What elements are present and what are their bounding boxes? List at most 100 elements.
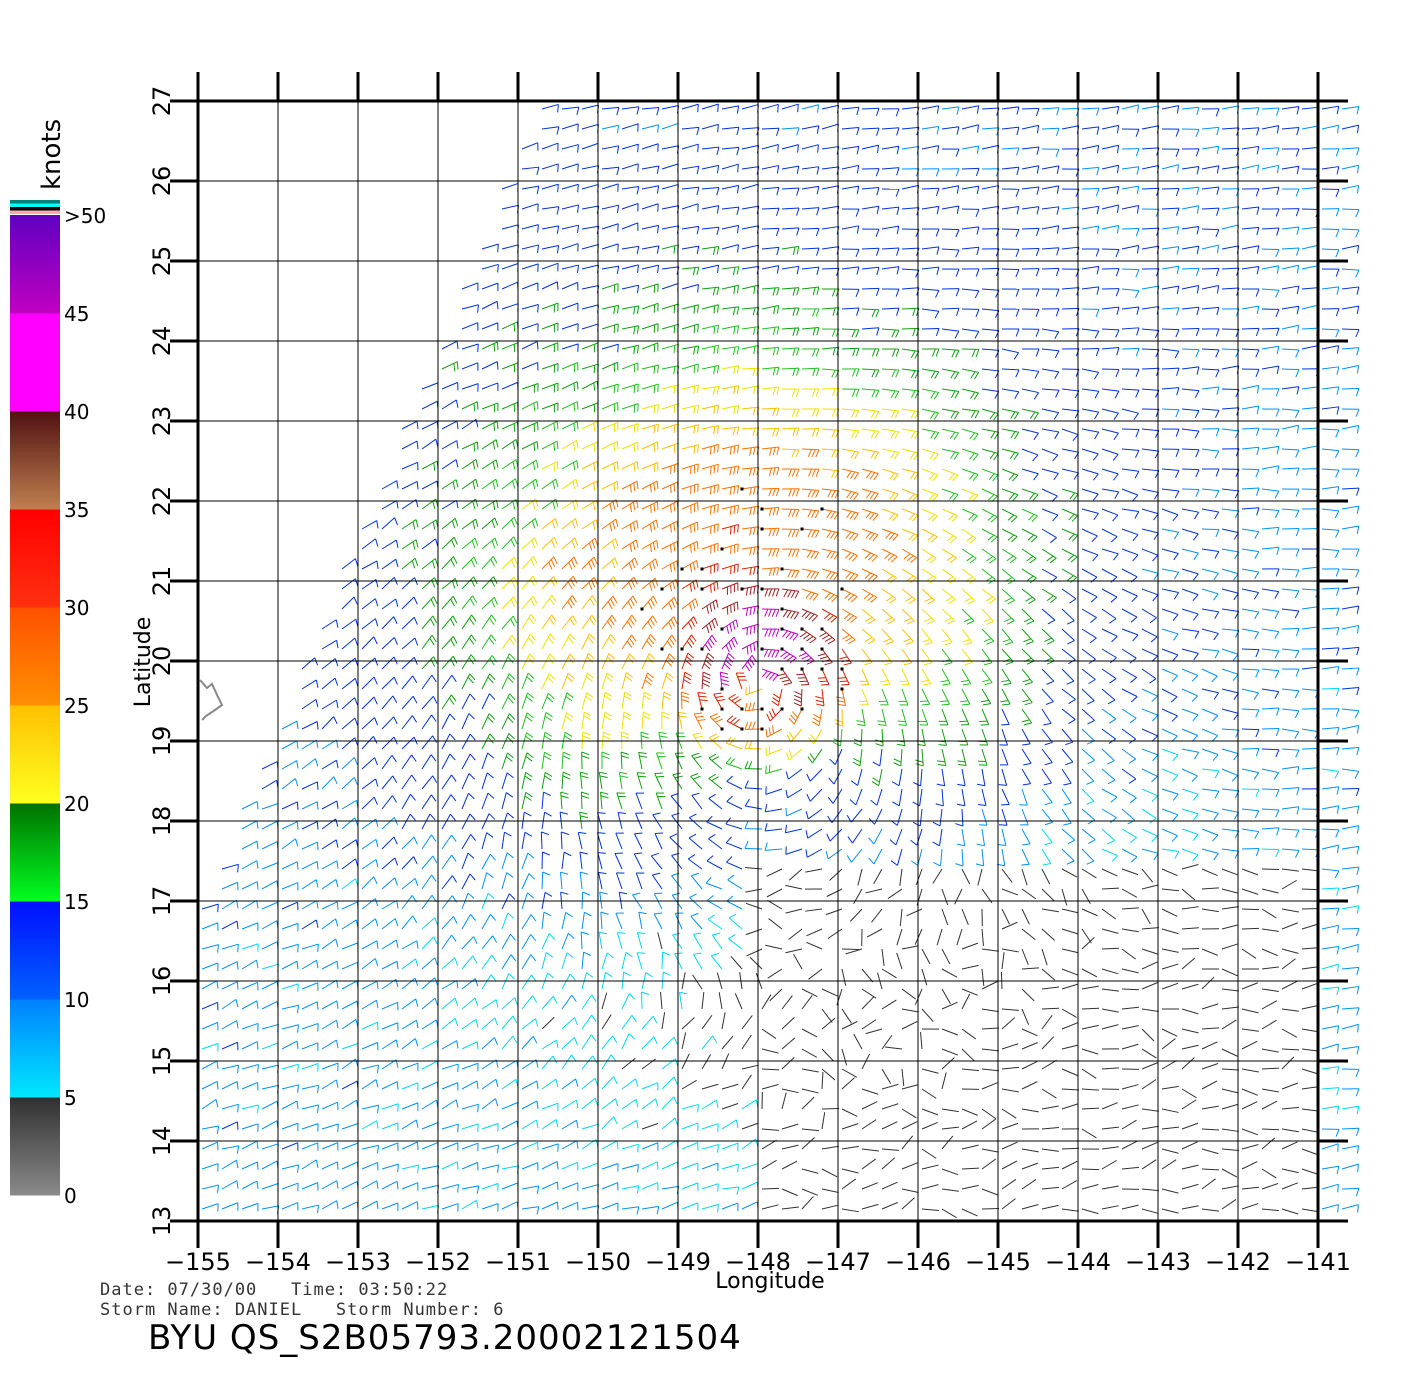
wind-barb — [939, 688, 950, 706]
wind-barb — [1181, 957, 1196, 970]
colorbar-tick-label: 35 — [64, 498, 89, 522]
wind-barb — [1041, 428, 1060, 440]
wind-barb — [1081, 788, 1095, 805]
wind-barb — [661, 672, 674, 690]
wind-barb — [913, 768, 923, 787]
wind-barb — [301, 1123, 319, 1132]
wind-barb — [401, 793, 416, 810]
wind-barb — [771, 688, 783, 707]
wind-barb — [1201, 428, 1220, 437]
wind-barb — [1281, 980, 1298, 990]
wind-barb — [725, 817, 743, 830]
wind-barb — [819, 627, 836, 645]
wind-barb — [1321, 924, 1340, 934]
wind-barb — [601, 401, 619, 412]
wind-barb — [441, 479, 459, 490]
wind-barb — [421, 917, 439, 930]
wind-barb — [941, 1108, 959, 1113]
wind-barb — [896, 728, 906, 747]
wind-barb — [1081, 1024, 1099, 1030]
wind-barb — [541, 633, 556, 650]
wind-barb — [441, 361, 459, 372]
wind-barb — [1201, 368, 1220, 378]
wind-barb — [381, 1001, 399, 1011]
wind-barb — [1261, 408, 1280, 417]
wind-barb — [821, 185, 840, 194]
wind-barb — [521, 1018, 539, 1030]
wind-barb — [821, 307, 840, 316]
lat-tick-label: 15 — [148, 1046, 176, 1077]
wind-barb — [741, 1181, 759, 1191]
wind-barb — [777, 667, 793, 686]
wind-barb — [641, 615, 658, 630]
wind-barb — [201, 1125, 220, 1135]
wind-barb — [1181, 106, 1200, 116]
wind-barb — [1141, 668, 1157, 684]
wind-barb — [720, 543, 739, 555]
wind-barb — [740, 485, 760, 496]
wind-barb — [936, 768, 946, 787]
wind-barb — [981, 548, 997, 564]
wind-barb — [653, 912, 663, 930]
wind-barb — [1341, 347, 1360, 356]
wind-barb — [1321, 105, 1340, 115]
wind-barb — [861, 266, 880, 276]
wind-barb — [421, 1081, 439, 1090]
wind-barb — [1041, 548, 1057, 564]
wind-barb — [1261, 668, 1280, 679]
wind-barb — [241, 840, 259, 850]
wind-barb — [1081, 286, 1100, 295]
wind-barb — [938, 708, 949, 726]
wind-barb — [1301, 488, 1320, 498]
wind-barb — [1301, 186, 1320, 196]
wind-barb — [1181, 1028, 1199, 1034]
wind-barb — [321, 1123, 339, 1133]
wind-barb — [581, 123, 599, 133]
wind-barb — [1141, 268, 1160, 277]
wind-barb — [1001, 708, 1010, 726]
wind-barb — [727, 874, 743, 890]
wind-barb — [1321, 805, 1340, 814]
wind-barb — [1101, 164, 1120, 174]
wind-barb — [321, 1142, 339, 1151]
wind-barb — [1041, 768, 1052, 786]
wind-barb — [1061, 226, 1080, 235]
wind-barb — [1241, 888, 1259, 895]
wind-barb — [661, 266, 680, 275]
wind-barb — [781, 127, 800, 136]
wind-barb — [806, 788, 823, 802]
wind-barb — [741, 344, 760, 355]
wind-barb — [301, 1022, 319, 1032]
wind-barb — [912, 788, 923, 807]
wind-barb — [1021, 548, 1037, 564]
wind-barb — [961, 268, 980, 277]
lon-tick-label: −150 — [565, 1248, 631, 1276]
wind-barb — [1281, 848, 1300, 858]
wind-barb — [221, 1159, 239, 1170]
wind-barb — [341, 777, 358, 790]
wind-barb — [901, 468, 919, 480]
wind-barb — [861, 368, 880, 378]
wind-barb — [1021, 1179, 1037, 1190]
wind-barb — [241, 959, 259, 970]
wind-barb — [674, 912, 684, 930]
wind-barb — [1261, 608, 1280, 619]
wind-barb — [561, 1017, 578, 1030]
wind-barb — [1061, 728, 1074, 746]
wind-barb — [461, 792, 475, 810]
wind-barb — [1121, 368, 1140, 377]
wind-barb — [801, 348, 820, 357]
wind-barb — [881, 328, 900, 338]
wind-barb — [1321, 345, 1340, 354]
wind-barb — [1061, 968, 1079, 976]
wind-barb — [1021, 728, 1031, 746]
wind-barb — [977, 748, 988, 766]
wind-barb — [1161, 528, 1180, 540]
wind-barb — [1101, 568, 1118, 583]
wind-barb — [561, 1099, 579, 1110]
wind-barb — [1021, 908, 1030, 925]
wind-barb — [1121, 808, 1136, 825]
wind-barb — [885, 1046, 903, 1050]
wind-barb — [621, 1014, 637, 1030]
wind-barb — [661, 303, 679, 314]
